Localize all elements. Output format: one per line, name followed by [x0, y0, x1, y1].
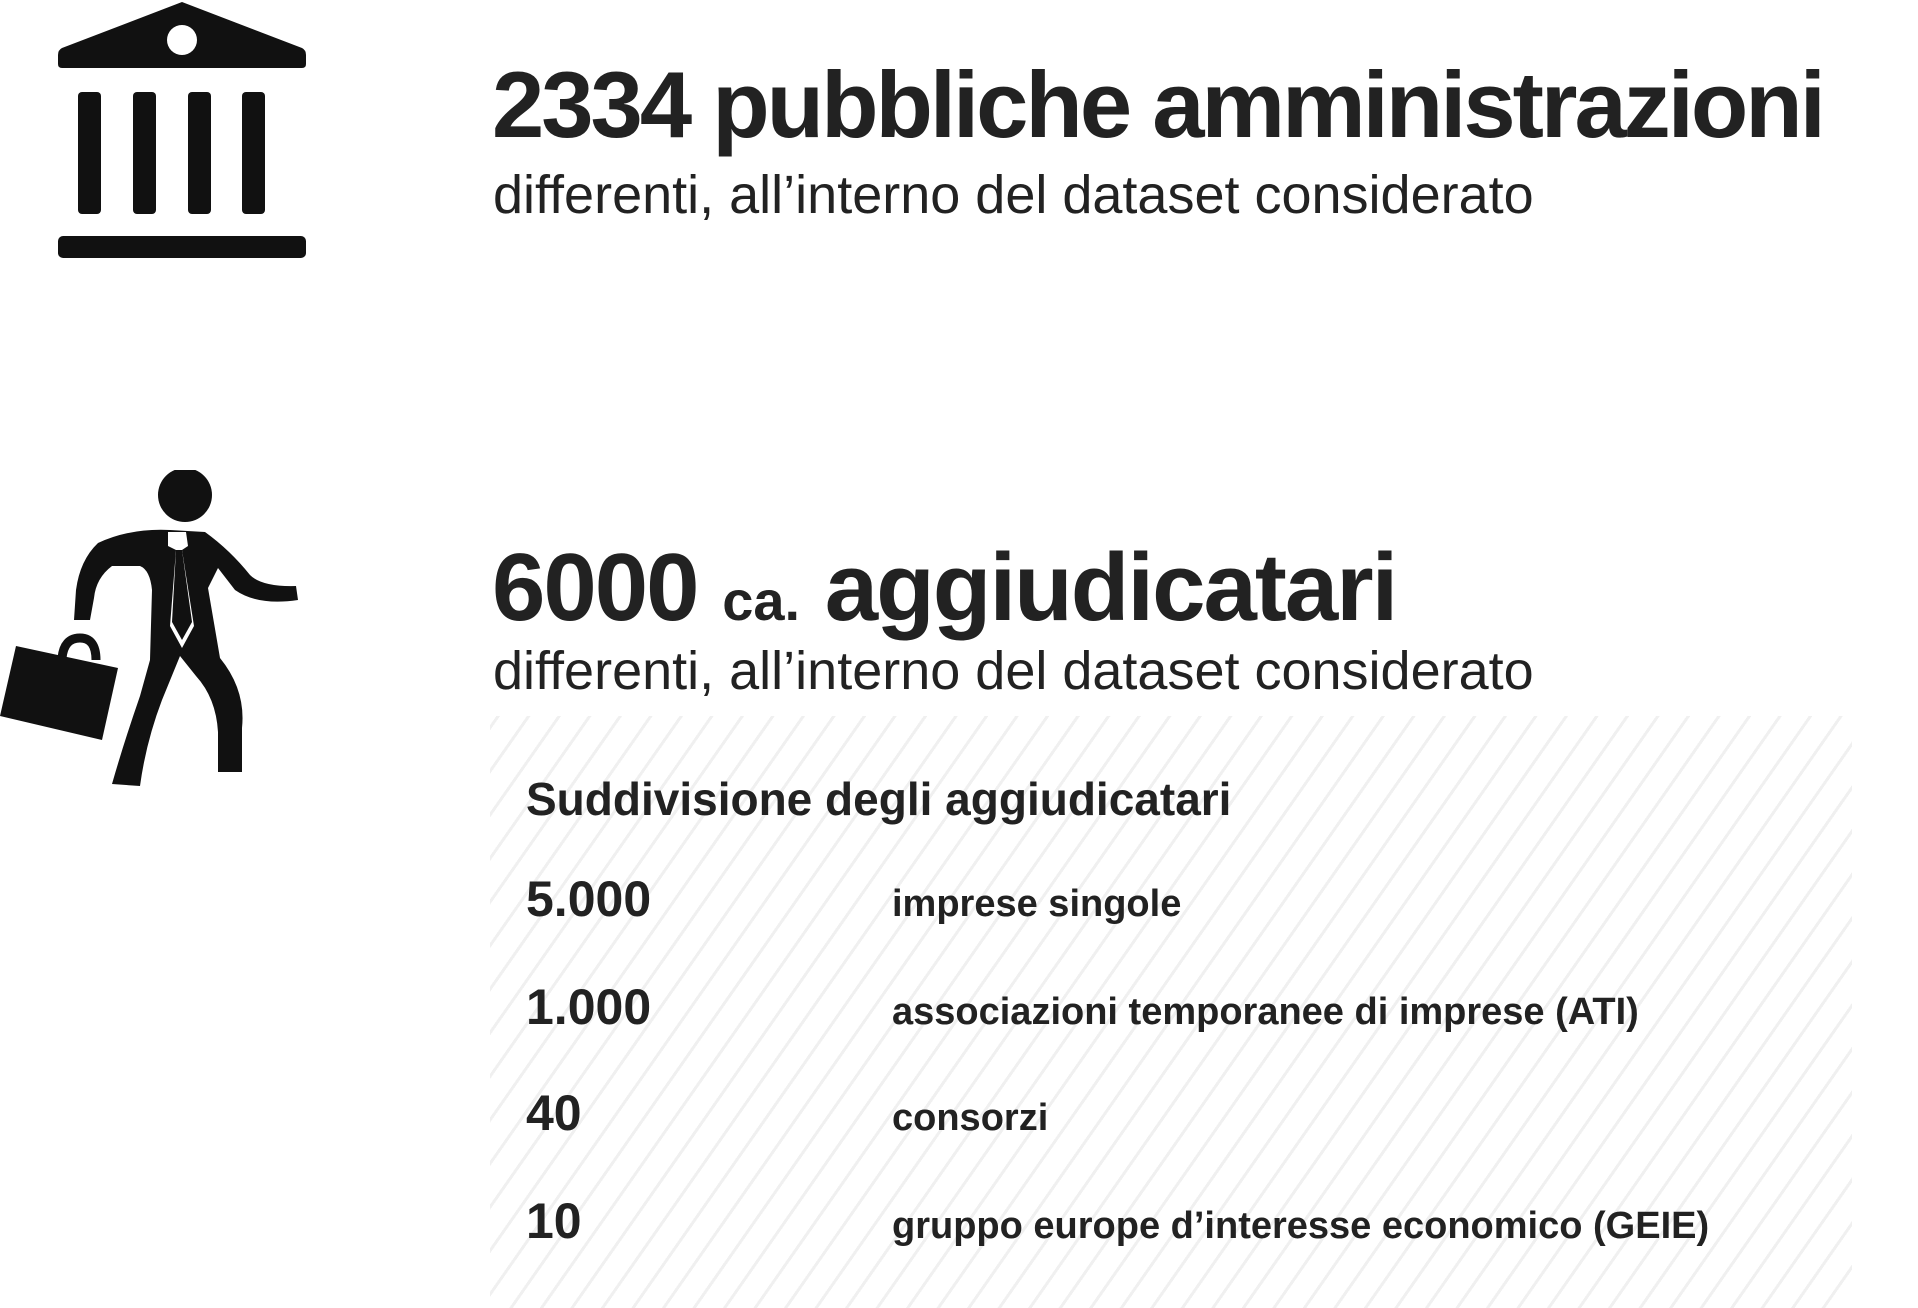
breakdown-row-label: gruppo europe d’interesse economico (GEI… [892, 1205, 1710, 1247]
public-administrations-headline: 2334 pubbliche amministrazioni [492, 52, 1826, 157]
contractors-headline: 6000 ca. aggiudicatari [492, 540, 1398, 636]
breakdown-row: 1.000 associazioni temporanee di imprese… [526, 966, 1826, 1036]
government-building-icon [58, 0, 306, 260]
contractors-subline: differenti, all’interno del dataset cons… [493, 641, 1534, 701]
breakdown-row-value: 5.000 [526, 871, 652, 927]
breakdown-row-label: imprese singole [892, 883, 1182, 925]
breakdown-row: 10 gruppo europe d’interesse economico (… [526, 1180, 1826, 1250]
breakdown-row-label: associazioni temporanee di imprese (ATI) [892, 991, 1639, 1033]
contractors-count: 6000 [492, 534, 700, 641]
contractors-breakdown-panel: Suddivisione degli aggiudicatari 5.000 i… [490, 716, 1852, 1308]
breakdown-row-label: consorzi [892, 1097, 1049, 1139]
public-administrations-subline: differenti, all’interno del dataset cons… [493, 165, 1534, 225]
breakdown-title: Suddivisione degli aggiudicatari [526, 773, 1232, 825]
breakdown-row-value: 40 [526, 1085, 582, 1141]
contractors-word: aggiudicatari [824, 534, 1398, 641]
breakdown-row: 40 consorzi [526, 1072, 1826, 1142]
breakdown-row: 5.000 imprese singole [526, 858, 1826, 928]
breakdown-row-value: 1.000 [526, 979, 652, 1035]
breakdown-row-value: 10 [526, 1193, 582, 1249]
businessman-briefcase-icon [0, 468, 300, 800]
contractors-approx-marker: ca. [722, 569, 801, 632]
